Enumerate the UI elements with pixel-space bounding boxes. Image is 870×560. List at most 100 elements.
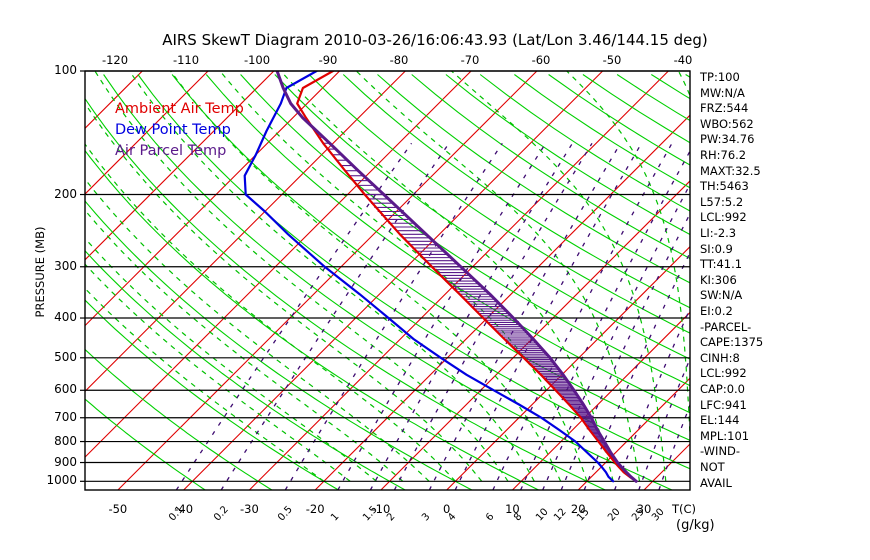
index-l57: L57:5.2 [700,194,744,209]
dry-adiabat-90 [308,74,690,334]
top-temp-label--40: -40 [673,53,693,67]
legend-item-air-parcel-temp: Air Parcel Temp [115,143,227,159]
axis-ticks [80,70,85,482]
index-frz: FRZ:544 [700,101,749,116]
isotherm-20 [577,377,690,490]
index-cinh: CINH:8 [700,350,740,365]
bottom-temp-label--20: -20 [305,502,325,516]
index-wind-header: -WIND- [700,444,741,459]
isotherm--100 [85,71,209,195]
dry-adiabat-100 [342,74,690,309]
isotherm--70 [85,71,406,393]
sounding-traces [243,71,638,483]
bottom-temp-axis-title: T(C) [672,502,697,516]
moist-adiabat-28 [355,71,641,482]
moist-adiabat-8 [94,71,509,482]
index-sw: SW:N/A [700,288,743,303]
top-temp-label--110: -110 [172,53,200,67]
dry-adiabat-50 [171,74,690,441]
index-si: SI:0.9 [700,241,733,256]
moist-adiabat-0 [85,143,456,482]
dry-adiabat-60 [205,74,690,414]
index-cape: CAPE:1375 [700,335,764,350]
pressure-tick-label-400: 400 [54,310,77,325]
pressure-tick-label-100: 100 [54,63,77,77]
dry-adiabat--40 [85,398,206,490]
moist-adiabat--8 [85,209,404,482]
dry-adiabat-80 [274,74,690,360]
index-el: EL:144 [700,413,740,428]
dry-adiabat-40 [137,74,690,470]
trace-air-parcel-temp [275,71,638,483]
dry-adiabat--30 [85,348,273,490]
isotherm--20 [314,114,690,490]
page-title: AIRS SkewT Diagram 2010-03-26/16:06:43.9… [162,31,708,49]
dry-adiabat-120 [411,74,690,260]
index-tt: TT:41.1 [700,257,743,272]
index-parcel-header: -PARCEL- [700,319,752,334]
pressure-tick-label-800: 800 [54,433,77,448]
index-pw: PW:34.76 [700,132,755,147]
plot-frame [84,70,691,491]
top-temp-label--60: -60 [531,53,551,67]
cape-hatch-region [318,136,624,470]
moist-adiabat--4 [85,178,430,482]
bottom-temp-label-30: 30 [636,502,652,516]
bottom-temp-label--10: -10 [371,502,391,516]
index-th: TH:5463 [700,179,749,194]
moist-adiabat-16 [170,71,562,482]
index-wind-line1: NOT [700,460,725,474]
bottom-temp-label--30: -30 [239,502,259,516]
dry-adiabat-0 [85,200,473,490]
trace-ambient-air-temp [296,71,638,483]
index-cap: CAP:0.0 [700,382,745,396]
legend-item-dew-point-temp: Dew Point Temp [115,122,231,138]
pressure-tick-label-600: 600 [54,382,77,397]
index-mpl: MPL:101 [700,428,750,443]
bottom-temp-label-10: 10 [505,502,520,516]
index-lcl: LCL:992 [700,210,747,225]
pressure-tick-label-200: 200 [54,186,77,201]
dry-adiabat-20 [85,97,606,490]
isotherm--90 [85,71,275,261]
bottom-temp-label-0: 0 [443,502,451,516]
top-temp-label--120: -120 [101,53,129,67]
y-axis-label: PRESSURE (MB) [33,226,47,318]
index-ki: KI:306 [700,272,737,287]
index-mw: MW:N/A [700,85,745,100]
index-wind-line2: AVAIL [700,475,732,490]
pressure-tick-label-1000: 1000 [46,473,77,488]
isotherm--60 [85,71,472,458]
moist-adiabat-12 [129,71,535,482]
index-tp: TP:100 [700,70,740,84]
index-lfc: LFC:941 [700,397,747,412]
top-temp-label--100: -100 [243,53,271,67]
legend-item-ambient-air-temp: Ambient Air Temp [115,101,244,117]
top-temp-label--70: -70 [460,53,480,67]
dry-adiabat--20 [85,299,339,490]
bottom-temp-label--40: -40 [174,502,194,516]
index-li: LI:-2.3 [700,226,737,240]
mixing-ratio-axis-title: (g/kg) [676,518,715,533]
isotherm--40 [183,71,604,490]
index-wbo: WBO:562 [700,116,754,131]
top-temp-label--90: -90 [318,53,338,67]
index-rh: RH:76.2 [700,148,747,162]
index-ei: EI:0.2 [700,304,733,318]
pressure-tick-label-900: 900 [54,454,77,469]
bottom-temp-label-20: 20 [570,502,586,516]
top-temp-label--80: -80 [389,53,409,67]
pressure-tick-label-700: 700 [54,409,77,424]
pressure-tick-label-300: 300 [54,258,77,273]
dry-adiabat-10 [85,149,539,490]
moist-adiabat-20 [219,71,588,482]
pressure-tick-label-500: 500 [54,349,77,364]
bottom-temp-label--50: -50 [108,502,128,516]
index-maxt: MAXT:32.5 [700,163,761,178]
trace-dew-point-temp [243,71,615,483]
top-temp-label--50: -50 [602,53,622,67]
isotherm-0 [446,245,690,490]
index-lcl2: LCL:992 [700,366,747,381]
